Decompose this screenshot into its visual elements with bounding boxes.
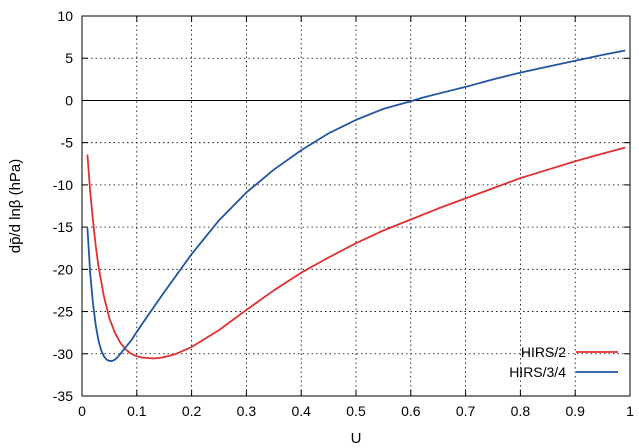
y-tick-label: -35: [53, 388, 73, 404]
series-layer: [86, 49, 626, 362]
y-tick-label: 10: [57, 8, 73, 24]
y-tick-label: -25: [53, 304, 73, 320]
x-tick-label: 0.6: [401, 403, 421, 419]
y-tick-label: -15: [53, 219, 73, 235]
x-tick-label: 0.2: [182, 403, 202, 419]
legend-label: HIRS/3/4: [509, 364, 566, 380]
x-tick-label: 1: [626, 403, 634, 419]
x-tick-label: 0: [78, 403, 86, 419]
x-tick-label: 0.8: [511, 403, 531, 419]
grid: [82, 16, 630, 396]
x-tick-label: 0.4: [291, 403, 311, 419]
x-axis-label: U: [351, 430, 362, 447]
axis-ticks: [81, 15, 631, 397]
x-tick-label: 0.1: [127, 403, 147, 419]
y-tick-label: 0: [65, 92, 73, 108]
x-tick-label: 0.3: [237, 403, 257, 419]
x-tick-label: 0.9: [565, 403, 585, 419]
x-tick-label: 0.7: [456, 403, 476, 419]
legend-label: HIRS/2: [521, 344, 566, 360]
y-tick-labels: 10 5 0 -5 -10 -15 -20 -25 -30 -35: [53, 8, 73, 404]
series-line-2: [86, 49, 626, 362]
y-tick-label: 5: [65, 50, 73, 66]
y-tick-label: -20: [53, 261, 73, 277]
series-line-1: [86, 146, 626, 360]
y-axis-label: dp̄/d lnβ (hPa): [7, 159, 24, 254]
x-tick-labels: 0 0.1 0.2 0.3 0.4 0.5 0.6 0.7 0.8 0.9 1: [78, 403, 634, 419]
x-tick-label: 0.5: [346, 403, 366, 419]
legend: HIRS/2 HIRS/3/4: [509, 344, 618, 380]
y-tick-label: -10: [53, 177, 73, 193]
y-tick-label: -30: [53, 346, 73, 362]
y-tick-label: -5: [61, 135, 74, 151]
